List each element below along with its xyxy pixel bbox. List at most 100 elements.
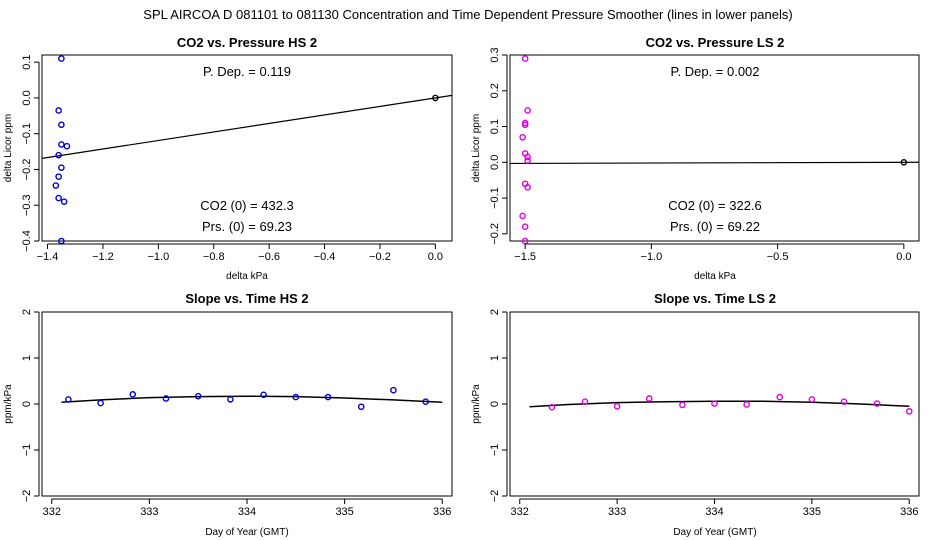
figure-title: SPL AIRCOA D 081101 to 081130 Concentrat… <box>143 7 792 22</box>
data-point <box>524 107 531 114</box>
y-tick-label: 0.0 <box>21 90 33 105</box>
data-point <box>521 55 529 62</box>
pressure-dependence-label: P. Dep. = 0.119 <box>203 64 291 79</box>
y-tick-label: −0.2 <box>21 159 33 181</box>
data-point <box>743 401 750 408</box>
co2-intercept-label: CO2 (0) = 322.6 <box>668 198 762 213</box>
y-axis-label: ppm/kPa <box>3 384 14 424</box>
y-tick-label: 0.1 <box>489 119 501 134</box>
data-point <box>645 395 653 402</box>
x-axis-label: Day of Year (GMT) <box>673 527 756 538</box>
data-point <box>58 121 65 129</box>
chart-title: CO2 vs. Pressure HS 2 <box>177 35 317 50</box>
data-point <box>97 399 104 407</box>
fit-line <box>41 94 453 159</box>
y-tick-label: −0.3 <box>21 194 33 216</box>
data-point <box>58 164 65 171</box>
panel-hs-pressure: CO2 vs. Pressure HS 2 −1.4 −1.2 −1.0 −0.8 −0… <box>3 35 453 282</box>
data-point <box>55 107 62 114</box>
x-tick-label: −1.5 <box>514 251 536 263</box>
y-axis-label: delta Licor ppm <box>471 114 482 182</box>
chart-title: Slope vs. Time LS 2 <box>654 291 776 306</box>
data-point <box>58 141 65 148</box>
data-point <box>548 403 556 411</box>
x-axis-label: Day of Year (GMT) <box>205 527 288 538</box>
y-axis: −2 −1 0 1 2 <box>489 309 508 503</box>
pressure-intercept-label: Prs. (0) = 69.22 <box>670 219 760 234</box>
data-point <box>292 393 300 401</box>
y-tick-label: 1 <box>489 355 501 361</box>
data-point <box>521 223 529 230</box>
x-tick-label: −1.2 <box>92 251 114 263</box>
data-point <box>422 398 429 406</box>
x-tick-label: −1.4 <box>37 251 59 263</box>
y-tick-label: 0.0 <box>489 155 501 170</box>
x-tick-label: 0.0 <box>896 251 911 263</box>
data-point <box>55 173 62 180</box>
x-axis: −1.4 −1.2 −1.0 −0.8 −0.6 −0.4 −0.2 0.0 <box>37 243 443 263</box>
x-axis: 332 333 334 335 336 <box>43 498 451 518</box>
y-tick-label: −0.1 <box>489 187 501 209</box>
y-tick-label: 0 <box>489 401 501 407</box>
data-point <box>65 396 72 403</box>
data-point <box>194 392 202 400</box>
x-tick-label: 335 <box>335 506 353 518</box>
x-tick-label: −1.0 <box>641 251 663 263</box>
data-point <box>519 212 526 220</box>
x-tick-label: 335 <box>803 506 821 518</box>
x-tick-label: 332 <box>43 506 61 518</box>
data-point <box>776 393 784 401</box>
data-point <box>679 401 686 409</box>
x-tick-label: −0.5 <box>767 251 789 263</box>
panel-ls-time: Slope vs. Time LS 2 332 333 334 335 336 −2 −1… <box>471 291 920 538</box>
co2-intercept-label: CO2 (0) = 432.3 <box>200 198 294 213</box>
data-point <box>581 398 589 406</box>
data-point <box>55 151 62 159</box>
data-point <box>521 121 529 129</box>
fit-lines <box>41 94 453 159</box>
plot-frame <box>509 311 920 497</box>
y-tick-label: 0.2 <box>489 83 501 98</box>
y-tick-label: −0.2 <box>489 223 501 245</box>
y-axis: −2 −1 0 1 2 <box>21 309 40 503</box>
data-point <box>260 391 267 399</box>
data-point <box>63 142 71 150</box>
y-tick-label: 2 <box>21 309 33 315</box>
y-tick-label: −2 <box>21 490 33 503</box>
x-tick-label: −0.4 <box>314 251 336 263</box>
y-axis-label: ppm/kPa <box>471 384 482 424</box>
y-tick-label: 2 <box>489 309 501 315</box>
data-point <box>524 157 531 164</box>
y-tick-label: −2 <box>489 490 501 503</box>
y-tick-label: 0.1 <box>21 55 33 70</box>
data-point <box>711 400 718 407</box>
data-point <box>524 153 531 161</box>
data-points <box>519 55 908 245</box>
x-tick-label: −1.0 <box>147 251 169 263</box>
x-axis-label: delta kPa <box>694 271 736 282</box>
data-points <box>548 393 913 415</box>
reference-point <box>900 159 908 166</box>
chart-title: CO2 vs. Pressure LS 2 <box>646 35 785 50</box>
plot-frame <box>41 54 453 242</box>
data-point <box>162 395 170 402</box>
y-tick-label: −1 <box>489 444 501 457</box>
x-tick-label: 334 <box>705 506 723 518</box>
data-point <box>390 386 397 394</box>
chart-title: Slope vs. Time HS 2 <box>185 291 308 306</box>
fit-line <box>509 161 920 165</box>
data-point <box>808 396 816 403</box>
x-tick-label: 333 <box>140 506 158 518</box>
y-tick-label: −0.4 <box>21 230 33 252</box>
data-point <box>324 393 332 401</box>
x-tick-label: 334 <box>238 506 256 518</box>
y-tick-label: 0.3 <box>489 47 501 62</box>
data-points <box>52 55 439 245</box>
plot-frame <box>509 54 920 242</box>
x-tick-label: 0.0 <box>428 251 443 263</box>
x-tick-label: 336 <box>900 506 918 518</box>
y-axis-label: delta Licor ppm <box>3 114 14 182</box>
data-point <box>519 133 526 141</box>
data-point <box>58 55 65 62</box>
